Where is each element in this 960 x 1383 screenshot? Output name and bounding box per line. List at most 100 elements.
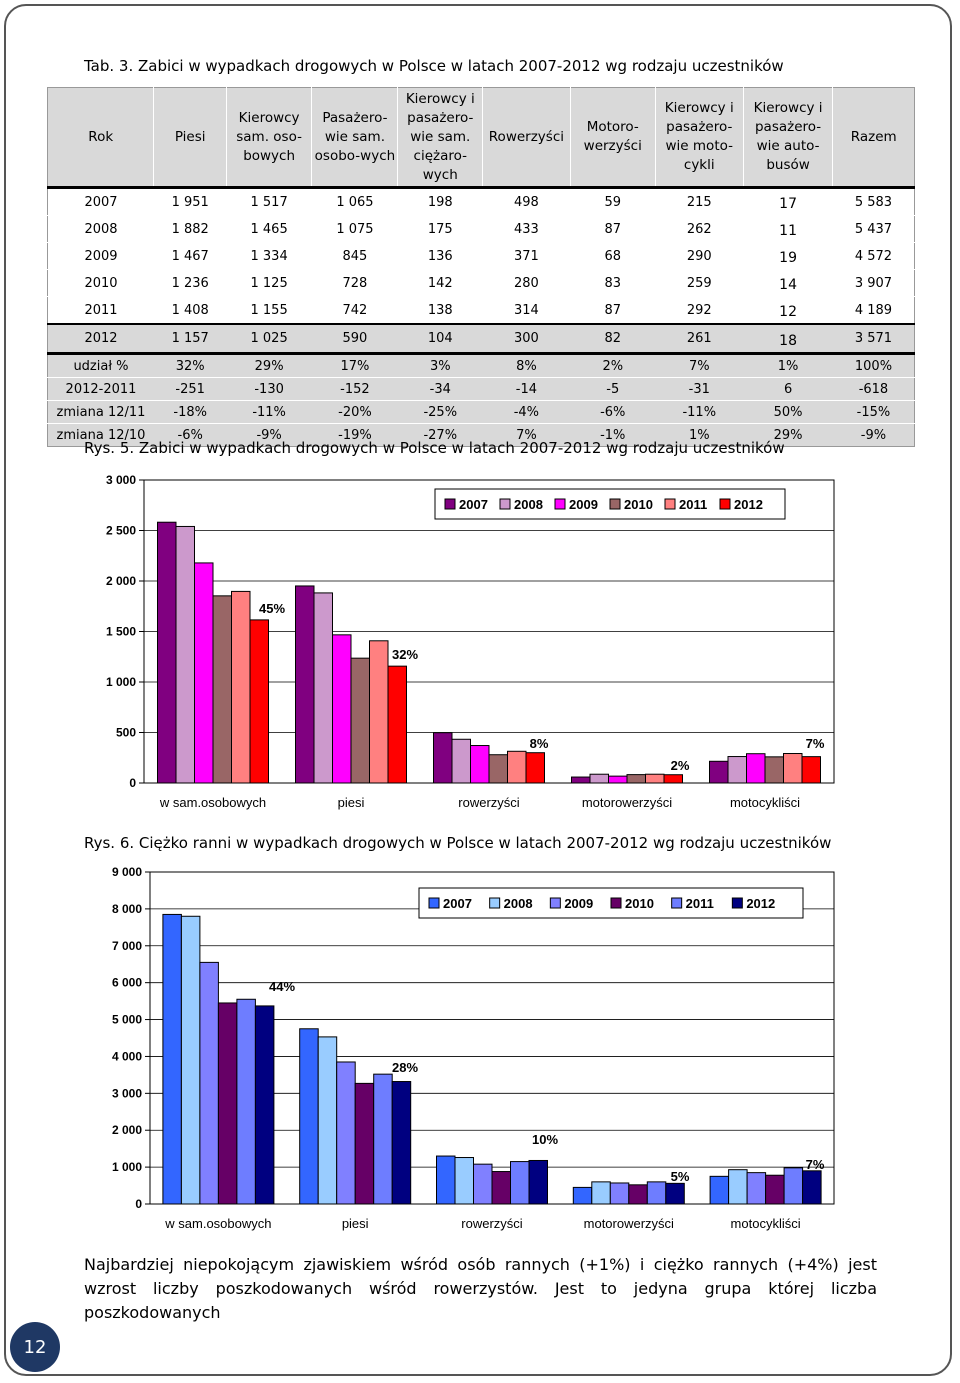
bar: [589, 773, 609, 784]
table-cell: zmiana 12/10: [47, 423, 154, 447]
table-cell: 742: [311, 296, 398, 325]
table-cell: 2012-2011: [47, 377, 154, 401]
bar: [194, 562, 214, 784]
table-cell: 433: [482, 215, 571, 243]
annotation-label: 5%: [671, 1169, 690, 1184]
y-tick-label: 2 500: [106, 524, 136, 538]
table-cell: 68: [570, 242, 656, 270]
table-cell: 280: [482, 269, 571, 297]
bar: [507, 750, 527, 784]
page-frame: [4, 4, 952, 1376]
y-tick-label: 2 000: [106, 574, 136, 588]
bar: [470, 745, 490, 784]
table-cell: zmiana 12/11: [47, 400, 154, 424]
table-cell: 215: [655, 187, 744, 216]
legend-label: 2012: [746, 896, 775, 911]
table-cell: 728: [311, 269, 398, 297]
table-cell: 262: [655, 215, 744, 243]
bar: [254, 1005, 275, 1205]
category-label: motorowerzyści: [584, 1216, 674, 1231]
table-header-cell: Kierowcy sam. oso-bowych: [226, 87, 313, 189]
table-cell: 3 907: [832, 269, 915, 297]
bar: [528, 1159, 548, 1205]
table-cell: -618: [832, 377, 915, 401]
table-header-cell: Kierowcy i pasażero-wie auto-busów: [743, 87, 834, 189]
y-tick-label: 3 000: [112, 1086, 142, 1100]
table-cell: 14: [743, 269, 833, 297]
annotation-label: 10%: [532, 1132, 558, 1147]
table-cell: -19%: [311, 423, 398, 447]
bar: [609, 1182, 630, 1205]
table-row: 2009 1 467 1 334 845 136 371 68 290 19 4 572: [47, 242, 915, 270]
table-cell: 3 571: [832, 323, 915, 355]
table-cell: 292: [655, 296, 744, 325]
table-cell: -11%: [655, 400, 744, 424]
table-cell: udział %: [47, 353, 154, 378]
table-cell: -6%: [570, 400, 656, 424]
table-cell: 1 334: [226, 242, 312, 270]
table-cell: 19: [743, 242, 833, 270]
annotation-label: 28%: [392, 1060, 418, 1075]
legend-label: 2009: [569, 497, 598, 512]
bar: [665, 1182, 685, 1205]
table-cell: 198: [397, 187, 483, 216]
table-cell: -1%: [570, 423, 656, 447]
annotation-label: 32%: [392, 647, 418, 662]
table-row: 2010 1 236 1 125 728 142 280 83 259 14 3 907: [47, 269, 915, 297]
category-label: w sam.osobowych: [164, 1216, 271, 1231]
bar: [180, 915, 201, 1205]
table-cell: -152: [311, 377, 398, 401]
bar: [373, 1073, 393, 1205]
bar: [157, 521, 177, 784]
bar: [387, 665, 407, 784]
table-cell: 2007: [47, 187, 154, 216]
bar: [802, 1170, 822, 1205]
table-cell: 50%: [743, 400, 833, 424]
table-cell: 18: [743, 323, 833, 355]
table-row: 2012-2011 -251 -130 -152 -34 -14 -5 -31 6 -618: [47, 377, 915, 401]
table-cell: 2%: [570, 353, 656, 378]
bar: [199, 961, 219, 1205]
legend-label: 2007: [459, 497, 488, 512]
table-cell: -20%: [311, 400, 398, 424]
table-cell: 175: [397, 215, 483, 243]
table-header-cell: Piesi: [153, 87, 227, 189]
table-cell: 590: [311, 323, 398, 355]
table-cell: 87: [570, 215, 656, 243]
y-tick-label: 2 000: [112, 1123, 142, 1137]
table-cell: 314: [482, 296, 571, 325]
table-cell: 290: [655, 242, 744, 270]
chart2-caption: Rys. 6. Ciężko ranni w wypadkach drogowy…: [84, 834, 832, 852]
legend-label: 2010: [624, 497, 653, 512]
table-cell: 7%: [655, 353, 744, 378]
seriously-injured-bar-chart: 0 1 000 2 000 3 000 4 000 5 000 6 000 7 000 8 00…: [112, 865, 835, 1231]
table-row: udział % 32% 29% 17% 3% 8% 2% 7% 1% 100%: [47, 353, 915, 378]
bar: [433, 732, 453, 784]
table-header-cell: Kierowcy i pasażero-wie sam. ciężaro-wyc…: [397, 87, 484, 189]
bar: [645, 773, 665, 784]
legend-swatch: [444, 498, 456, 510]
bar: [728, 1169, 748, 1205]
category-label: w sam.osobowych: [159, 795, 266, 810]
bar: [317, 1036, 338, 1205]
table-cell: 32%: [153, 353, 227, 378]
table-cell: 300: [482, 323, 571, 355]
table-cell: -251: [153, 377, 227, 401]
bar: [783, 753, 803, 784]
table-cell: 1 157: [153, 323, 227, 355]
bar: [369, 640, 389, 784]
table-cell: 1 075: [311, 215, 398, 243]
table-cell: 17: [743, 187, 833, 216]
legend-swatch: [731, 897, 743, 909]
bar: [162, 913, 182, 1205]
legend-label: 2008: [514, 497, 543, 512]
table-cell: 82: [570, 323, 656, 355]
table-cell: 8%: [482, 353, 571, 378]
table-cell: 1%: [743, 353, 833, 378]
y-tick-label: 1 000: [106, 675, 136, 689]
table-cell: -15%: [832, 400, 915, 424]
table-cell: 5 583: [832, 187, 915, 216]
killed-bar-chart: 0 500 1 000 1 500 2 000 2 500 3 000 w sam.osobo…: [106, 473, 835, 810]
legend-label: 2007: [443, 896, 472, 911]
body-paragraph: Najbardziej niepokojącym zjawiskiem wśró…: [84, 1255, 877, 1322]
